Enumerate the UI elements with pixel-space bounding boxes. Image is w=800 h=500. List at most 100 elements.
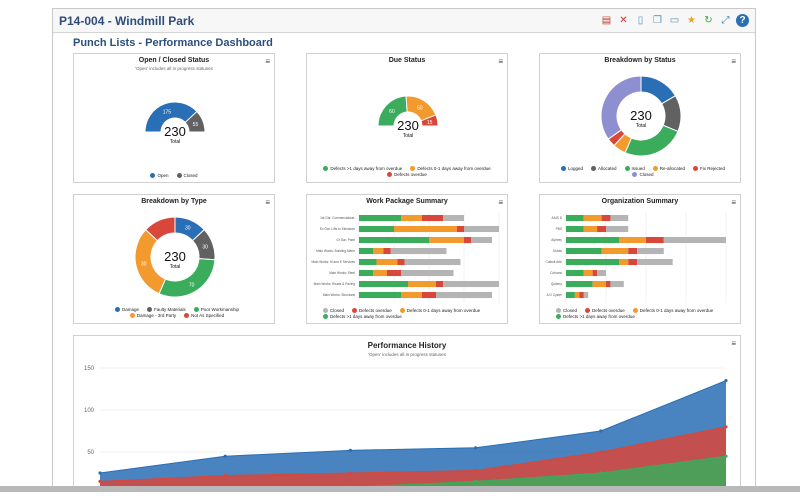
menu-icon[interactable]: ≡ [498, 57, 503, 66]
bar-segment [359, 226, 394, 233]
card-title: Open / Closed Status [138, 57, 210, 64]
legend: Defects >1 days away from overdue Defect… [317, 166, 497, 177]
total-label: Total [636, 123, 647, 129]
legend-swatch [176, 173, 182, 178]
menu-icon[interactable]: ≡ [265, 198, 270, 207]
export-icon[interactable]: ▯ [637, 15, 644, 26]
help-icon[interactable]: ? [736, 14, 749, 27]
data-point [98, 471, 102, 475]
bar-segment [574, 292, 580, 299]
close-icon[interactable]: ✕ [619, 15, 628, 26]
bar-segment [383, 248, 391, 255]
slice-open [144, 101, 198, 133]
legend-swatch [323, 308, 328, 313]
data-point [474, 479, 478, 483]
legend-swatch [556, 308, 561, 313]
bar-segment [359, 259, 377, 266]
organization-card: Organization Summary ≡ AAIS D PBS Alphrey D… [539, 194, 741, 324]
monitor-icon[interactable]: ▭ [669, 15, 680, 26]
legend-label: Defects >1 days away from overdue [563, 314, 635, 319]
legend-item: Issued [624, 166, 645, 171]
menu-icon[interactable]: ≡ [498, 198, 503, 207]
legend-swatch [129, 313, 135, 318]
data-point [348, 448, 352, 452]
menu-icon[interactable]: ≡ [265, 57, 270, 66]
legend: Open Closed [74, 173, 274, 178]
bar-segment [566, 215, 584, 222]
legend-label: Defects overdue [592, 308, 625, 313]
bar-segment [436, 292, 492, 299]
legend-label: Damage [122, 307, 140, 312]
slice-defects-overdue [420, 114, 439, 127]
legend-swatch [323, 166, 329, 171]
legend-label: Closed [183, 173, 198, 178]
bar-segment [359, 270, 373, 277]
y-tick-label: 100 [84, 408, 95, 414]
bar-segment [359, 237, 429, 244]
card-title: Organization Summary [601, 198, 679, 205]
print-icon[interactable]: ▤ [601, 15, 612, 26]
data-point [724, 379, 728, 383]
menu-icon[interactable]: ≡ [731, 57, 736, 66]
bar-segment [566, 259, 620, 266]
legend-swatch [632, 172, 638, 177]
refresh-icon[interactable]: ↻ [704, 15, 713, 26]
legend-item: Not As Specified [184, 313, 224, 318]
bar-segment [401, 270, 454, 277]
slice-label: 30 [202, 244, 208, 250]
total-value: 230 [164, 249, 186, 264]
row-label: A G Cyster [547, 293, 563, 297]
menu-icon[interactable]: ≡ [731, 339, 736, 348]
legend-label: Defects overdue [394, 172, 427, 177]
row-label: Quibery [551, 282, 563, 286]
legend-swatch [632, 308, 638, 313]
title-bar: P14-004 - Windmill Park ▤ ✕ ▯ ❐ ▭ ★ ↻ ⤢? [53, 9, 755, 33]
legend-swatch [590, 166, 596, 171]
legend-item: Closed [556, 308, 577, 313]
legend-swatch [410, 166, 416, 171]
slice-label: 30 [141, 262, 147, 268]
total-label: Total [170, 139, 181, 145]
data-point [474, 446, 478, 450]
bar-segment [422, 215, 443, 222]
legend-label: Closed [563, 308, 578, 313]
horizontal-scrollbar[interactable] [0, 486, 800, 492]
data-point [599, 429, 603, 433]
legend-item: Closed [632, 172, 654, 177]
organization-chart: AAIS D PBS Alphrey Dufols Colbolt Arth Cofoon… [546, 213, 727, 303]
bar-segment [464, 237, 471, 244]
legend-label: Poor Workmanship [200, 307, 239, 312]
legend-label: Damage - 3rd Party [136, 313, 177, 318]
legend-item: Fix Rejected [693, 166, 725, 171]
bar-segment [601, 215, 611, 222]
legend-label: Not As Specified [191, 313, 225, 318]
data-point [98, 479, 102, 483]
data-point [724, 425, 728, 429]
bar-segment [443, 215, 464, 222]
legend-label: Re-allocated [659, 166, 686, 171]
bar-segment [663, 237, 726, 244]
legend-swatch [585, 308, 591, 313]
row-label: Main Works: Roads & Paving [314, 282, 356, 286]
legend-item: Defects overdue [387, 172, 427, 177]
bar-segment [359, 292, 401, 299]
legend-swatch [193, 307, 199, 312]
line-overdue [99, 426, 727, 482]
line-open [99, 380, 727, 474]
y-tick-label: 50 [87, 450, 94, 456]
legend-item: Defects overdue [352, 308, 392, 313]
legend-swatch [652, 166, 658, 171]
slice-poor-workmanship [158, 258, 216, 298]
work-package-chart: 1st Gar. Commercializat. Ex Gar. Lifts to… [311, 213, 500, 303]
copy-icon[interactable]: ❐ [653, 15, 662, 26]
row-label: PBS [556, 227, 562, 231]
slice-label: 60 [389, 109, 395, 115]
bar-segment [359, 215, 401, 222]
slice-label: 15 [427, 120, 433, 126]
star-icon[interactable]: ★ [687, 15, 696, 26]
menu-icon[interactable]: ≡ [731, 198, 736, 207]
legend-item: Closed [176, 173, 198, 178]
fullscreen-icon[interactable]: ⤢ [721, 15, 730, 26]
bar-segment [390, 248, 447, 255]
